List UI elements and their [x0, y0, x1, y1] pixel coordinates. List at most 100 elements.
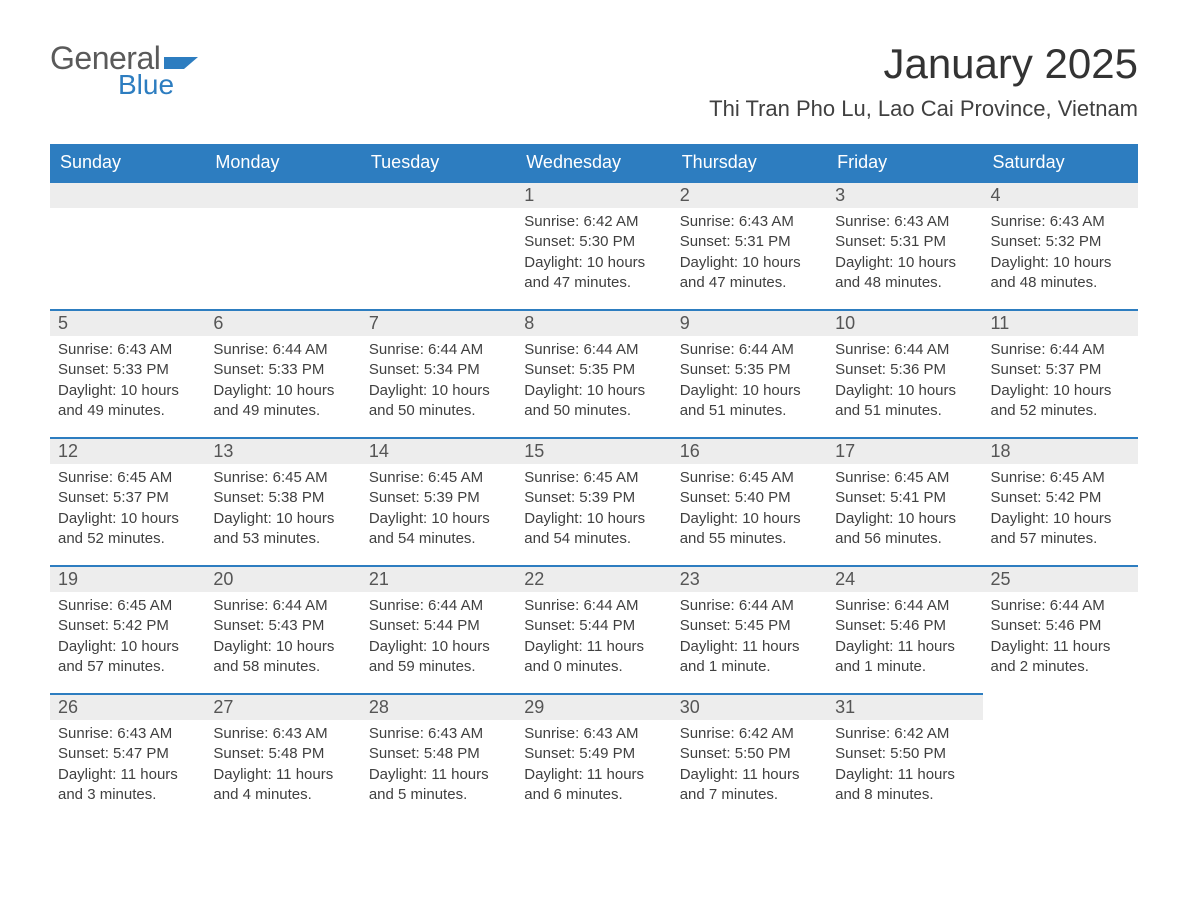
- day-number-bar: 2: [672, 181, 827, 208]
- daylight-text: Daylight: 10 hours and 58 minutes.: [213, 637, 352, 678]
- sunrise-text: Sunrise: 6:44 AM: [991, 340, 1130, 360]
- day-content: Sunrise: 6:44 AMSunset: 5:46 PMDaylight:…: [983, 592, 1138, 685]
- sunrise-text: Sunrise: 6:44 AM: [524, 340, 663, 360]
- sunrise-text: Sunrise: 6:44 AM: [991, 596, 1130, 616]
- month-title: January 2025: [709, 40, 1138, 88]
- day-content: Sunrise: 6:43 AMSunset: 5:32 PMDaylight:…: [983, 208, 1138, 301]
- sunrise-text: Sunrise: 6:45 AM: [680, 468, 819, 488]
- calendar-day-cell: 26Sunrise: 6:43 AMSunset: 5:47 PMDayligh…: [50, 693, 205, 821]
- calendar-day-cell: 4Sunrise: 6:43 AMSunset: 5:32 PMDaylight…: [983, 181, 1138, 309]
- calendar-day-cell: 31Sunrise: 6:42 AMSunset: 5:50 PMDayligh…: [827, 693, 982, 821]
- day-number-bar: 26: [50, 693, 205, 720]
- calendar-day-cell: [50, 181, 205, 309]
- sunset-text: Sunset: 5:41 PM: [835, 488, 974, 508]
- calendar-day-cell: 10Sunrise: 6:44 AMSunset: 5:36 PMDayligh…: [827, 309, 982, 437]
- daylight-text: Daylight: 10 hours and 49 minutes.: [58, 381, 197, 422]
- sunrise-text: Sunrise: 6:44 AM: [524, 596, 663, 616]
- weekday-header: Saturday: [983, 144, 1138, 181]
- day-content: Sunrise: 6:44 AMSunset: 5:36 PMDaylight:…: [827, 336, 982, 429]
- calendar-day-cell: 2Sunrise: 6:43 AMSunset: 5:31 PMDaylight…: [672, 181, 827, 309]
- calendar-day-cell: 7Sunrise: 6:44 AMSunset: 5:34 PMDaylight…: [361, 309, 516, 437]
- calendar-day-cell: 8Sunrise: 6:44 AMSunset: 5:35 PMDaylight…: [516, 309, 671, 437]
- day-number-bar: 11: [983, 309, 1138, 336]
- day-number-bar: 25: [983, 565, 1138, 592]
- day-number-bar: 13: [205, 437, 360, 464]
- sunrise-text: Sunrise: 6:43 AM: [58, 724, 197, 744]
- calendar-day-cell: 22Sunrise: 6:44 AMSunset: 5:44 PMDayligh…: [516, 565, 671, 693]
- sunrise-text: Sunrise: 6:42 AM: [524, 212, 663, 232]
- day-number-bar: 19: [50, 565, 205, 592]
- day-content: Sunrise: 6:44 AMSunset: 5:44 PMDaylight:…: [361, 592, 516, 685]
- sunset-text: Sunset: 5:42 PM: [991, 488, 1130, 508]
- daylight-text: Daylight: 10 hours and 51 minutes.: [835, 381, 974, 422]
- day-content: Sunrise: 6:44 AMSunset: 5:37 PMDaylight:…: [983, 336, 1138, 429]
- weekday-header: Friday: [827, 144, 982, 181]
- sunrise-text: Sunrise: 6:45 AM: [213, 468, 352, 488]
- sunrise-text: Sunrise: 6:44 AM: [680, 340, 819, 360]
- calendar-day-cell: 13Sunrise: 6:45 AMSunset: 5:38 PMDayligh…: [205, 437, 360, 565]
- daylight-text: Daylight: 10 hours and 48 minutes.: [991, 253, 1130, 294]
- daylight-text: Daylight: 11 hours and 2 minutes.: [991, 637, 1130, 678]
- calendar-week-row: 19Sunrise: 6:45 AMSunset: 5:42 PMDayligh…: [50, 565, 1138, 693]
- day-number-bar: 4: [983, 181, 1138, 208]
- day-number-bar-empty: [361, 181, 516, 208]
- weekday-header: Monday: [205, 144, 360, 181]
- sunrise-text: Sunrise: 6:43 AM: [58, 340, 197, 360]
- day-content: Sunrise: 6:44 AMSunset: 5:35 PMDaylight:…: [516, 336, 671, 429]
- day-number-bar-empty: [205, 181, 360, 208]
- location-subtitle: Thi Tran Pho Lu, Lao Cai Province, Vietn…: [709, 96, 1138, 122]
- sunset-text: Sunset: 5:40 PM: [680, 488, 819, 508]
- day-number-bar: 7: [361, 309, 516, 336]
- day-content: Sunrise: 6:44 AMSunset: 5:44 PMDaylight:…: [516, 592, 671, 685]
- calendar-day-cell: 5Sunrise: 6:43 AMSunset: 5:33 PMDaylight…: [50, 309, 205, 437]
- day-content: Sunrise: 6:45 AMSunset: 5:42 PMDaylight:…: [983, 464, 1138, 557]
- page-header: General Blue January 2025 Thi Tran Pho L…: [50, 40, 1138, 136]
- calendar-day-cell: 19Sunrise: 6:45 AMSunset: 5:42 PMDayligh…: [50, 565, 205, 693]
- calendar-day-cell: 14Sunrise: 6:45 AMSunset: 5:39 PMDayligh…: [361, 437, 516, 565]
- calendar-day-cell: 24Sunrise: 6:44 AMSunset: 5:46 PMDayligh…: [827, 565, 982, 693]
- calendar-day-cell: 9Sunrise: 6:44 AMSunset: 5:35 PMDaylight…: [672, 309, 827, 437]
- sunset-text: Sunset: 5:33 PM: [58, 360, 197, 380]
- day-number-bar: 29: [516, 693, 671, 720]
- title-block: January 2025 Thi Tran Pho Lu, Lao Cai Pr…: [709, 40, 1138, 136]
- calendar-week-row: 12Sunrise: 6:45 AMSunset: 5:37 PMDayligh…: [50, 437, 1138, 565]
- day-number-bar: 3: [827, 181, 982, 208]
- daylight-text: Daylight: 10 hours and 57 minutes.: [58, 637, 197, 678]
- daylight-text: Daylight: 11 hours and 3 minutes.: [58, 765, 197, 806]
- sunset-text: Sunset: 5:32 PM: [991, 232, 1130, 252]
- sunrise-text: Sunrise: 6:43 AM: [680, 212, 819, 232]
- calendar-day-cell: 21Sunrise: 6:44 AMSunset: 5:44 PMDayligh…: [361, 565, 516, 693]
- daylight-text: Daylight: 10 hours and 54 minutes.: [524, 509, 663, 550]
- daylight-text: Daylight: 10 hours and 51 minutes.: [680, 381, 819, 422]
- daylight-text: Daylight: 10 hours and 53 minutes.: [213, 509, 352, 550]
- day-content: Sunrise: 6:45 AMSunset: 5:37 PMDaylight:…: [50, 464, 205, 557]
- day-content: Sunrise: 6:44 AMSunset: 5:35 PMDaylight:…: [672, 336, 827, 429]
- sunset-text: Sunset: 5:33 PM: [213, 360, 352, 380]
- day-content: Sunrise: 6:44 AMSunset: 5:34 PMDaylight:…: [361, 336, 516, 429]
- calendar-day-cell: 20Sunrise: 6:44 AMSunset: 5:43 PMDayligh…: [205, 565, 360, 693]
- calendar-day-cell: 15Sunrise: 6:45 AMSunset: 5:39 PMDayligh…: [516, 437, 671, 565]
- sunset-text: Sunset: 5:49 PM: [524, 744, 663, 764]
- day-content: Sunrise: 6:45 AMSunset: 5:40 PMDaylight:…: [672, 464, 827, 557]
- weekday-header: Wednesday: [516, 144, 671, 181]
- daylight-text: Daylight: 10 hours and 57 minutes.: [991, 509, 1130, 550]
- daylight-text: Daylight: 10 hours and 47 minutes.: [524, 253, 663, 294]
- daylight-text: Daylight: 11 hours and 4 minutes.: [213, 765, 352, 806]
- daylight-text: Daylight: 11 hours and 1 minute.: [835, 637, 974, 678]
- sunset-text: Sunset: 5:43 PM: [213, 616, 352, 636]
- day-content: Sunrise: 6:45 AMSunset: 5:42 PMDaylight:…: [50, 592, 205, 685]
- day-number-bar: 18: [983, 437, 1138, 464]
- sunset-text: Sunset: 5:50 PM: [680, 744, 819, 764]
- day-number-bar: 14: [361, 437, 516, 464]
- weekday-header: Tuesday: [361, 144, 516, 181]
- daylight-text: Daylight: 10 hours and 50 minutes.: [524, 381, 663, 422]
- sunrise-text: Sunrise: 6:45 AM: [58, 596, 197, 616]
- sunset-text: Sunset: 5:39 PM: [524, 488, 663, 508]
- sunrise-text: Sunrise: 6:44 AM: [680, 596, 819, 616]
- sunset-text: Sunset: 5:39 PM: [369, 488, 508, 508]
- sunset-text: Sunset: 5:37 PM: [58, 488, 197, 508]
- calendar-day-cell: 25Sunrise: 6:44 AMSunset: 5:46 PMDayligh…: [983, 565, 1138, 693]
- daylight-text: Daylight: 10 hours and 52 minutes.: [991, 381, 1130, 422]
- calendar-week-row: 1Sunrise: 6:42 AMSunset: 5:30 PMDaylight…: [50, 181, 1138, 309]
- day-content: Sunrise: 6:43 AMSunset: 5:33 PMDaylight:…: [50, 336, 205, 429]
